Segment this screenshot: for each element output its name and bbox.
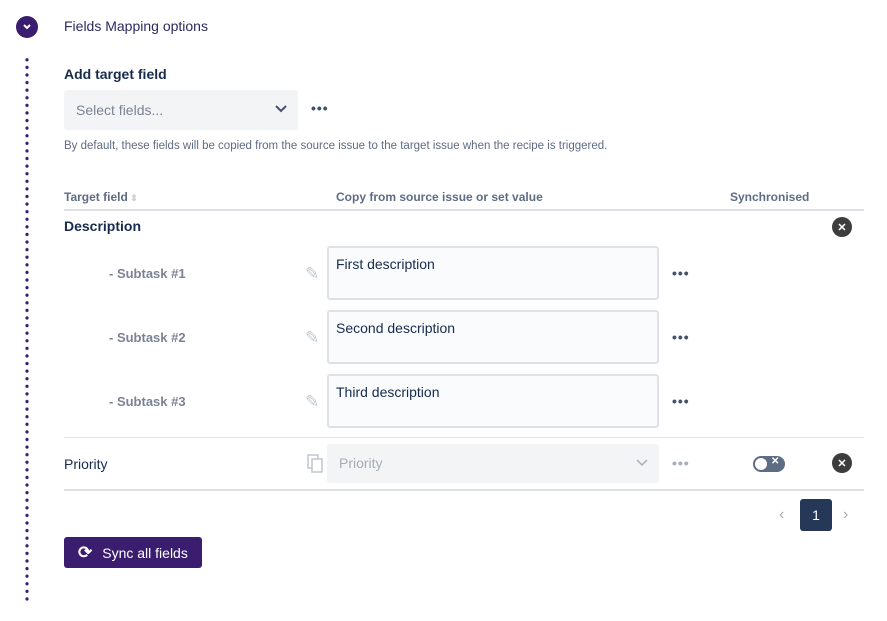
next-page-icon[interactable]: › xyxy=(843,506,849,523)
subtask-value-input[interactable]: Second description xyxy=(327,310,659,364)
chevron-down-icon xyxy=(275,105,287,113)
divider xyxy=(64,489,864,491)
sync-icon: ⟳ xyxy=(78,542,93,562)
priority-select[interactable]: Priority xyxy=(327,444,659,483)
header-target-field[interactable]: Target field ⇕ xyxy=(64,190,138,204)
timeline-dots xyxy=(25,56,29,604)
chevron-down-icon xyxy=(23,24,31,30)
pencil-icon[interactable]: ✎ xyxy=(305,264,320,283)
section-title: Fields Mapping options xyxy=(64,18,208,34)
prev-page-icon[interactable]: ‹ xyxy=(779,506,785,523)
priority-placeholder: Priority xyxy=(339,455,383,471)
more-options-icon[interactable]: ••• xyxy=(672,265,690,281)
more-options-icon[interactable]: ••• xyxy=(672,329,690,345)
page-button[interactable]: 1 xyxy=(800,499,832,531)
subtask-value-input[interactable]: Third description xyxy=(327,374,659,428)
field-priority: Priority xyxy=(64,456,108,472)
select-placeholder: Select fields... xyxy=(76,102,164,118)
subtask-value-input[interactable]: First description xyxy=(327,246,659,300)
subtask-label: - Subtask #2 xyxy=(109,330,186,345)
subtask-label: - Subtask #1 xyxy=(109,266,186,281)
help-text: By default, these fields will be copied … xyxy=(64,140,608,152)
more-options-icon[interactable]: ••• xyxy=(672,455,690,471)
header-copy-from: Copy from source issue or set value xyxy=(336,190,543,204)
pencil-icon[interactable]: ✎ xyxy=(305,392,320,411)
remove-priority-button[interactable]: ✕ xyxy=(832,453,852,473)
copy-icon[interactable] xyxy=(307,454,323,473)
divider xyxy=(64,209,864,211)
select-fields-dropdown[interactable]: Select fields... xyxy=(64,90,298,130)
header-synchronised: Synchronised xyxy=(730,190,810,204)
pencil-icon[interactable]: ✎ xyxy=(305,328,320,347)
collapse-toggle[interactable] xyxy=(16,16,38,38)
subtask-label: - Subtask #3 xyxy=(109,394,186,409)
add-target-label: Add target field xyxy=(64,66,167,82)
sync-all-fields-button[interactable]: ⟳ Sync all fields xyxy=(64,537,202,568)
chevron-down-icon xyxy=(636,459,648,467)
remove-description-button[interactable]: ✕ xyxy=(832,217,852,237)
field-description: Description xyxy=(64,218,142,234)
synchronised-toggle[interactable]: ✕ xyxy=(753,456,785,472)
more-options-icon[interactable]: ••• xyxy=(672,393,690,409)
divider xyxy=(64,437,864,438)
sync-label: Sync all fields xyxy=(102,544,188,561)
more-options-icon[interactable]: ••• xyxy=(311,100,329,116)
